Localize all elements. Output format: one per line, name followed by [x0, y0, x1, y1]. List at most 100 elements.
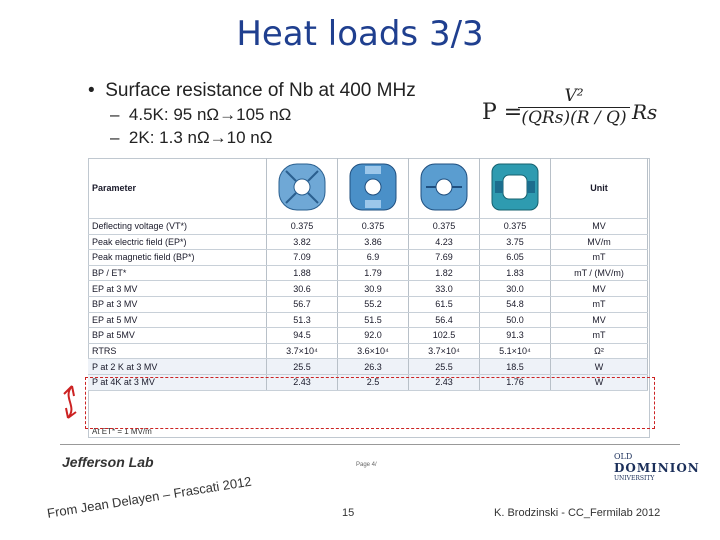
table-row: Deflecting voltage (VT*) 0.375 0.375 0.3…	[88, 218, 648, 235]
row-value: 1.88	[266, 265, 338, 282]
row-value: 54.8	[479, 296, 551, 313]
table-row: Peak magnetic field (BP*) 7.09 6.9 7.69 …	[88, 249, 648, 266]
row-value: 3.75	[479, 234, 551, 251]
formula-denominator: (QRs)(R / Q)	[521, 108, 627, 128]
header-cavity-3	[408, 158, 480, 219]
row-value: 1.79	[337, 265, 409, 282]
row-param: BP at 3 MV	[88, 296, 267, 313]
header-cavity-4	[479, 158, 551, 219]
row-unit: MV	[550, 280, 648, 297]
formula-lhs: P =	[482, 100, 523, 125]
row-value: 0.375	[337, 218, 409, 235]
row-value: 2.5	[337, 374, 409, 391]
header-parameter: Parameter	[88, 158, 267, 219]
row-param: Deflecting voltage (VT*)	[88, 218, 267, 235]
row-value: 25.5	[266, 358, 338, 375]
row-value: 4.23	[408, 234, 480, 251]
slide-title: Heat loads 3/3	[236, 14, 484, 54]
source-page-label: Page 4/	[356, 462, 377, 468]
table-row-selected: P at 2 K at 3 MV 25.5 26.3 25.5 18.5 W	[88, 358, 648, 375]
row-value: 0.375	[266, 218, 338, 235]
row-value: 1.76	[479, 374, 551, 391]
slide-number: 15	[342, 507, 355, 519]
odu-logo-line3: UNIVERSITY	[614, 475, 655, 482]
cavity-icon-4	[491, 163, 539, 211]
row-unit: W	[550, 374, 648, 391]
bullet-sub-2: – 2K: 1.3 nΩ→10 nΩ	[110, 128, 273, 147]
row-value: 91.3	[479, 327, 551, 344]
row-value: 94.5	[266, 327, 338, 344]
odu-logo-line2: DOMINION	[614, 461, 700, 475]
table-footnote: At ET* = 1 MV/m	[92, 427, 152, 436]
slide-credit: K. Brodzinski - CC_Fermilab 2012	[494, 507, 661, 519]
bullet-list: • Surface resistance of Nb at 400 MHz – …	[88, 80, 488, 148]
row-unit: MV/m	[550, 234, 648, 251]
row-value: 3.6×10⁴	[337, 343, 409, 360]
row-unit: mT / (MV/m)	[550, 265, 648, 282]
row-value: 92.0	[337, 327, 409, 344]
row-value: 51.5	[337, 312, 409, 329]
table-row-selected: P at 4K at 3 MV 2.43 2.5 2.43 1.76 W	[88, 374, 648, 391]
row-unit: MV	[550, 312, 648, 329]
footer-divider	[60, 444, 680, 445]
row-value: 55.2	[337, 296, 409, 313]
row-value: 3.86	[337, 234, 409, 251]
bullet-sub-1: – 4.5K: 95 nΩ→105 nΩ	[110, 105, 292, 124]
row-value: 3.7×10⁴	[266, 343, 338, 360]
cavity-icon-3	[420, 163, 468, 211]
row-value: 1.82	[408, 265, 480, 282]
row-value: 30.0	[479, 280, 551, 297]
row-param: EP at 5 MV	[88, 312, 267, 329]
row-unit: mT	[550, 249, 648, 266]
formula-fraction: V² (QRs)(R / Q)	[518, 86, 630, 128]
row-value: 7.09	[266, 249, 338, 266]
bullet-sub-2-text: 2K: 1.3 nΩ→10 nΩ	[128, 128, 273, 147]
table-row: BP / ET* 1.88 1.79 1.82 1.83 mT / (MV/m)	[88, 265, 648, 282]
row-param: P at 4K at 3 MV	[88, 374, 267, 391]
row-value: 1.83	[479, 265, 551, 282]
row-value: 30.6	[266, 280, 338, 297]
source-attribution: From Jean Delayen – Frascati 2012	[46, 473, 253, 521]
cavity-parameter-table: Parameter	[88, 158, 648, 391]
row-unit: Ω²	[550, 343, 648, 360]
row-value: 56.7	[266, 296, 338, 313]
row-param: BP / ET*	[88, 265, 267, 282]
header-cavity-1	[266, 158, 338, 219]
table-row: BP at 3 MV 56.7 55.2 61.5 54.8 mT	[88, 296, 648, 313]
row-value: 33.0	[408, 280, 480, 297]
cavity-icon-2	[349, 163, 397, 211]
row-param: Peak magnetic field (BP*)	[88, 249, 267, 266]
odu-logo: OLD DOMINION UNIVERSITY	[614, 452, 700, 482]
formula-numerator: V²	[518, 86, 630, 108]
bullet-main-text: Surface resistance of Nb at 400 MHz	[105, 80, 416, 101]
row-value: 102.5	[408, 327, 480, 344]
bullet-sub-1-text: 4.5K: 95 nΩ→105 nΩ	[128, 105, 292, 124]
row-value: 25.5	[408, 358, 480, 375]
row-value: 56.4	[408, 312, 480, 329]
highlight-box	[85, 377, 655, 429]
row-unit: mT	[550, 327, 648, 344]
row-value: 18.5	[479, 358, 551, 375]
table-row: EP at 3 MV 30.6 30.9 33.0 30.0 MV	[88, 280, 648, 297]
row-value: 3.82	[266, 234, 338, 251]
row-value: 6.9	[337, 249, 409, 266]
table-row: BP at 5MV 94.5 92.0 102.5 91.3 mT	[88, 327, 648, 344]
row-unit: W	[550, 358, 648, 375]
table-row: Peak electric field (EP*) 3.82 3.86 4.23…	[88, 234, 648, 251]
row-unit: mT	[550, 296, 648, 313]
row-value: 30.9	[337, 280, 409, 297]
table-row: EP at 5 MV 51.3 51.5 56.4 50.0 MV	[88, 312, 648, 329]
jefferson-lab-logo: Jefferson Lab	[62, 454, 154, 470]
row-value: 0.375	[408, 218, 480, 235]
odu-logo-line1: OLD	[614, 452, 633, 461]
row-param: EP at 3 MV	[88, 280, 267, 297]
row-value: 3.7×10⁴	[408, 343, 480, 360]
header-cavity-2	[337, 158, 409, 219]
row-value: 6.05	[479, 249, 551, 266]
cavity-icon-1	[278, 163, 326, 211]
row-value: 0.375	[479, 218, 551, 235]
row-value: 50.0	[479, 312, 551, 329]
row-param: Peak electric field (EP*)	[88, 234, 267, 251]
formula-rhs: Rs	[632, 100, 658, 124]
table-header-row: Parameter	[88, 158, 648, 219]
